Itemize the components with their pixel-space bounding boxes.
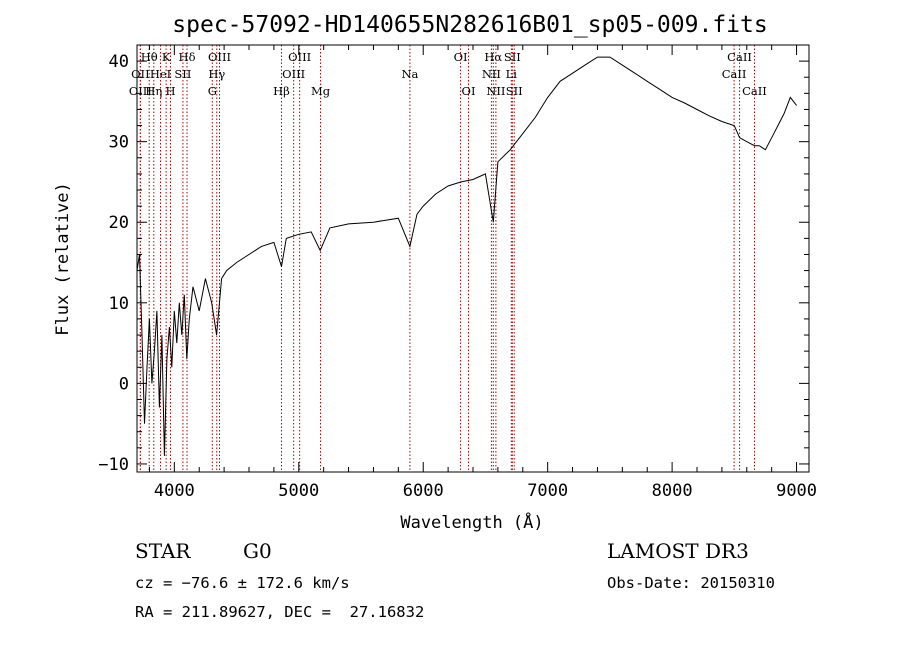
y-tick-label: 40 [109,52,129,72]
x-tick-label: 7000 [527,481,568,501]
spectral-line-label: SII [174,67,191,81]
spectral-line-label: Hθ [141,50,158,64]
x-tick-label: 6000 [403,481,444,501]
spectral-line-label: OI [462,84,476,98]
spectral-line-markers [139,45,755,472]
x-axis-label: Wavelength (Å) [400,511,543,533]
spectral-line-label: H [165,84,175,98]
y-tick-label: 0 [119,374,129,394]
spectral-line-label: Hβ [273,84,290,98]
object-subclass: G0 [243,539,272,563]
survey-name: LAMOST DR3 [607,539,749,563]
spectral-line-label: NII [486,84,505,98]
y-tick-label: 20 [109,213,129,233]
spectral-line-label: K [162,50,171,64]
spectral-line-label: Li [506,67,518,81]
spectral-line-label: Hη [145,84,162,98]
observation-date: Obs-Date: 20150310 [607,574,775,592]
spectral-line-label: NII [482,67,501,81]
spectral-line-label: G [208,84,217,98]
spectral-line-label: SII [504,50,521,64]
spectral-line-label: OIII [129,84,152,98]
spectral-line-label: OII [131,67,150,81]
spectral-line-label: Na [401,67,418,81]
spectral-line-label: Hδ [179,50,196,64]
spectral-line-label: Hα [484,50,502,64]
x-tick-label: 8000 [652,481,693,501]
redshift-velocity: cz = −76.6 ± 172.6 km/s [135,574,350,592]
y-tick-label: −10 [98,455,129,475]
spectral-line-label: Hγ [208,67,225,81]
flux-series-line [136,56,797,456]
y-tick-label: 30 [109,133,129,153]
spectral-line-labels: Hθ OII OIII K HeI Hη H Hδ SII OIII Hγ G OIII OIII Hβ Mg… [129,50,767,98]
spectral-line-label: HeI [150,67,171,81]
x-tick-label: 9000 [776,481,817,501]
spectral-line-label: CaII [722,67,747,81]
spectral-line-label: CaII [742,84,767,98]
sky-coordinates: RA = 211.89627, DEC = 27.16832 [135,603,425,621]
chart-title: spec-57092-HD140655N282616B01_sp05-009.f… [172,12,767,38]
spectral-line-label: CaII [727,50,752,64]
spectral-line-label: OI [454,50,468,64]
y-tick-label: 10 [109,294,129,314]
spectral-line-label: Mg [311,84,331,98]
x-tick-label: 5000 [278,481,319,501]
spectral-line-label: OIII [288,50,311,64]
x-tick-label: 4000 [154,481,195,501]
spectral-line-label: OIII [208,50,231,64]
object-type: STAR [135,539,191,563]
y-axis-label: Flux (relative) [53,182,73,336]
spectral-line-label: SII [506,84,523,98]
plot-frame [136,44,810,473]
spectral-line-label: OIII [282,67,305,81]
axis-ticks: 4000 5000 6000 7000 8000 9000 −10 0 10 20 30 40 [98,45,817,501]
